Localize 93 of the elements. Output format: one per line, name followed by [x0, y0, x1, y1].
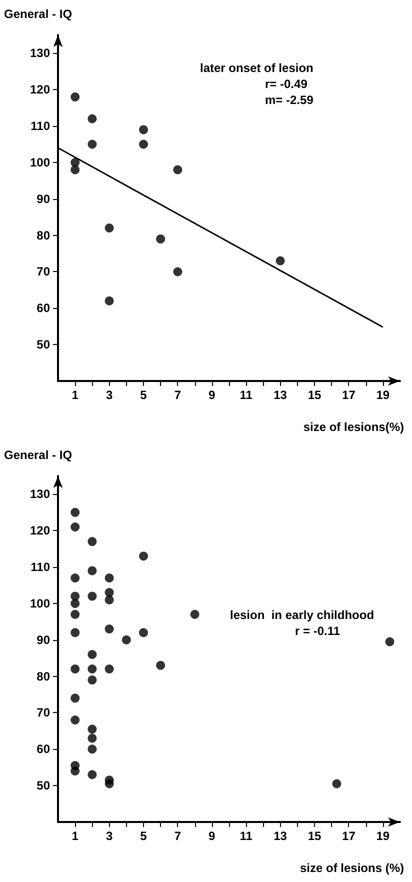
- annotation: later onset of lesion: [200, 61, 314, 75]
- x-tick-label: 7: [174, 388, 182, 402]
- y-axis-title: General - IQ: [4, 448, 72, 462]
- point: [139, 140, 148, 149]
- y-tick-label: 130: [30, 487, 50, 502]
- y-tick-label: 50: [36, 778, 50, 793]
- point: [70, 592, 80, 601]
- point: [88, 537, 97, 546]
- point: [70, 716, 80, 725]
- point: [385, 637, 394, 646]
- y-tick-label: 110: [30, 119, 50, 134]
- y-tick-label: 130: [30, 46, 50, 60]
- point: [332, 779, 342, 788]
- y-tick-label: 90: [36, 632, 50, 647]
- point: [88, 592, 97, 601]
- x-tick-label: 9: [208, 388, 216, 402]
- x-tick-label: 15: [308, 829, 322, 843]
- point: [70, 694, 80, 703]
- y-tick-label: 100: [30, 596, 50, 610]
- y-tick-label: 80: [36, 228, 50, 242]
- point: [70, 522, 80, 532]
- y-tick-label: 60: [36, 301, 50, 316]
- point: [88, 140, 97, 149]
- point: [104, 664, 114, 674]
- y-tick-label: 110: [30, 560, 50, 574]
- y-axis-title: General - IQ: [4, 7, 72, 21]
- x-axis-title: size of lesions (%): [300, 861, 404, 875]
- x-tick-label: 19: [376, 388, 390, 402]
- x-tick-label: 1: [72, 829, 79, 843]
- point: [104, 779, 114, 788]
- x-tick-label: 13: [274, 388, 288, 402]
- x-tick-label: 11: [240, 388, 253, 402]
- point: [70, 664, 80, 674]
- point: [173, 165, 182, 174]
- x-axis-title: size of lesions(%): [303, 420, 404, 434]
- point: [88, 724, 97, 734]
- point: [104, 588, 114, 598]
- x-tick-label: 7: [174, 829, 182, 843]
- y-tick-label: 120: [30, 524, 50, 538]
- x-tick-label: 19: [376, 829, 390, 843]
- point: [88, 770, 97, 780]
- y-tick-label: 70: [36, 264, 50, 279]
- point: [156, 234, 166, 244]
- point: [70, 598, 80, 608]
- y-tick-label: 80: [36, 669, 50, 684]
- y-tick-label: 90: [36, 192, 50, 206]
- point: [88, 744, 97, 754]
- annotation: m= -2.59: [265, 93, 314, 107]
- point: [276, 256, 285, 266]
- point: [70, 165, 80, 174]
- x-tick-label: 15: [308, 388, 322, 402]
- point: [156, 660, 166, 670]
- x-tick-label: 3: [106, 388, 113, 402]
- x-tick-label: 11: [240, 829, 253, 843]
- point: [173, 267, 182, 276]
- x-tick-label: 17: [342, 829, 356, 843]
- point: [70, 610, 80, 619]
- point: [70, 628, 80, 638]
- point: [88, 734, 97, 743]
- point: [88, 566, 97, 576]
- point: [104, 595, 114, 604]
- y-tick-label: 60: [36, 742, 50, 756]
- point: [70, 573, 80, 582]
- annotation: r= -0.49: [265, 77, 308, 91]
- point: [104, 624, 114, 634]
- annotation: r = -0.11: [295, 624, 340, 638]
- y-tick-label: 50: [36, 338, 50, 352]
- point: [139, 552, 148, 561]
- y-tick-label: 70: [36, 706, 50, 720]
- point: [104, 224, 114, 233]
- y-tick-label: 120: [30, 82, 50, 97]
- point: [70, 508, 80, 517]
- point: [122, 635, 131, 644]
- x-tick-label: 17: [342, 388, 356, 402]
- point: [70, 766, 80, 776]
- point: [139, 125, 148, 134]
- y-tick-label: 100: [30, 155, 50, 170]
- annotation: lesion in early childhood: [230, 608, 374, 622]
- x-tick-label: 1: [72, 388, 79, 402]
- point: [88, 114, 97, 124]
- x-tick-label: 13: [274, 829, 288, 843]
- point: [104, 573, 114, 582]
- point: [139, 628, 148, 638]
- point: [70, 92, 80, 102]
- point: [104, 296, 114, 306]
- point: [190, 610, 200, 619]
- x-tick-label: 5: [140, 829, 148, 843]
- point: [88, 664, 97, 674]
- x-tick-label: 3: [106, 829, 113, 843]
- point: [88, 650, 97, 659]
- x-tick-label: 9: [208, 829, 216, 843]
- point: [88, 675, 97, 684]
- x-tick-label: 5: [140, 388, 148, 402]
